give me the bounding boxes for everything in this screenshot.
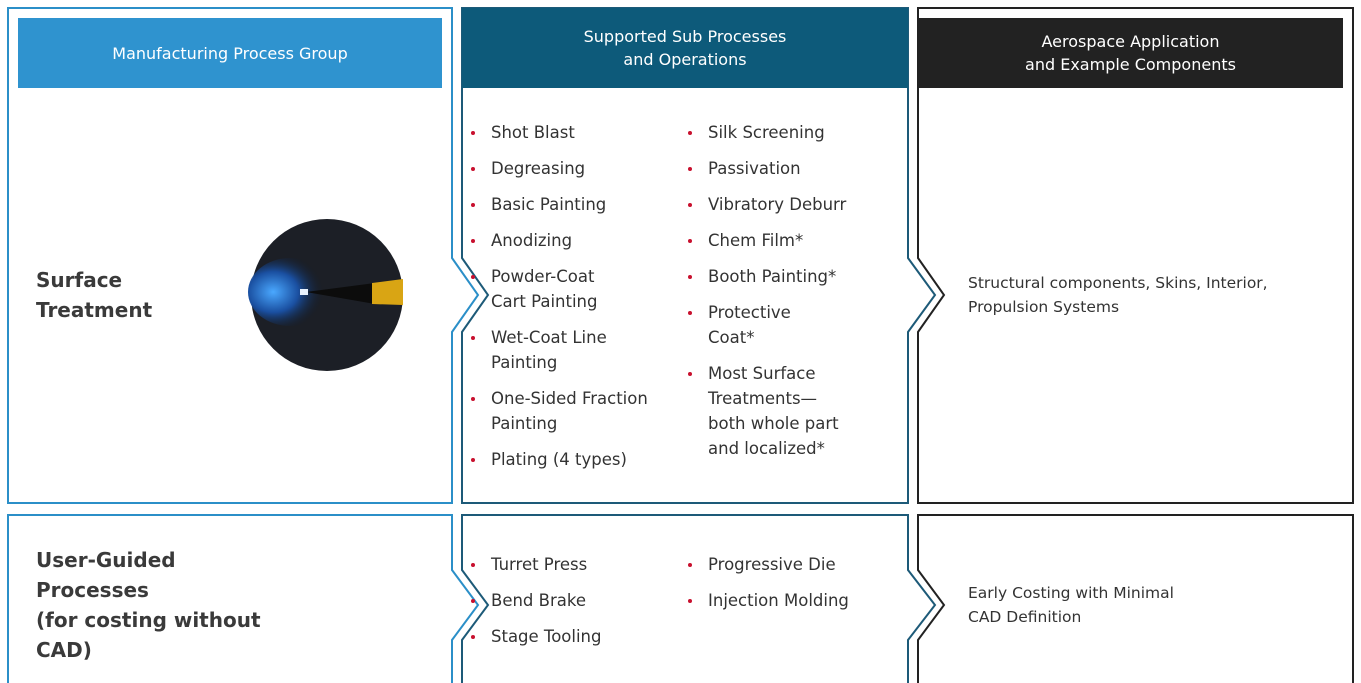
text-line: Anodizing (491, 231, 573, 250)
text-line: Painting (491, 353, 558, 372)
application: Structural components, Skins, Interior, P… (968, 235, 1338, 355)
sub-process-list: Progressive Die Injection Molding (686, 552, 886, 624)
column-border (917, 7, 1354, 504)
text-line: Treatment (36, 298, 153, 322)
text-line: Progressive Die (708, 555, 836, 574)
column-border (461, 7, 937, 504)
text-line: Booth Painting* (708, 267, 837, 286)
process-image (248, 219, 403, 371)
sub-process: Silk Screening (686, 120, 886, 145)
column-header: Manufacturing Process Group (18, 18, 442, 88)
text-line: Powder-Coat (491, 267, 595, 286)
column-header: Supported Sub Processes and Operations (462, 8, 908, 88)
sub-process: Chem Film* (686, 228, 886, 253)
process-group: User-Guided Processes (for costing withou… (36, 545, 266, 665)
sub-process: Vibratory Deburr (686, 192, 886, 217)
text-line: Supported Sub Processes (583, 27, 787, 46)
column-border (7, 514, 480, 683)
process-group: Surface Treatment (36, 235, 266, 355)
text-line: User-Guided Processes (36, 548, 176, 602)
application: Early Costing with Minimal CAD Definition (968, 545, 1338, 665)
text-line: Wet-Coat Line (491, 328, 607, 347)
text-line: Stage Tooling (491, 627, 602, 646)
text-line: Injection Molding (708, 591, 849, 610)
sub-process: One-Sided Fraction Painting (469, 386, 669, 436)
text-line: (for costing without CAD) (36, 608, 261, 662)
text-line: One-Sided Fraction (491, 389, 648, 408)
column-border (7, 7, 480, 504)
text-line: Bend Brake (491, 591, 586, 610)
sub-process: Passivation (686, 156, 886, 181)
text-line: Cart Painting (491, 292, 598, 311)
sub-process: Basic Painting (469, 192, 669, 217)
text-line: Chem Film* (708, 231, 804, 250)
text-line: Plating (4 types) (491, 450, 627, 469)
text-line: and localized* (708, 439, 825, 458)
sub-process: Powder-Coat Cart Painting (469, 264, 669, 314)
sub-process: Shot Blast (469, 120, 669, 145)
sub-process: Booth Painting* (686, 264, 886, 289)
text-line: Vibratory Deburr (708, 195, 847, 214)
sub-process: Injection Molding (686, 588, 886, 613)
column-border (461, 514, 937, 683)
text-line: Coat* (708, 328, 755, 347)
text-line: Protective (708, 303, 791, 322)
header-bg (18, 18, 442, 88)
text-line: Most Surface (708, 364, 816, 383)
text-line: Surface (36, 268, 123, 292)
text-line: Passivation (708, 159, 801, 178)
text-line: CAD Definition (968, 608, 1082, 626)
text-line: Structural components, Skins, Interior, (968, 274, 1268, 292)
column-border (917, 514, 1354, 683)
sub-process: Wet-Coat Line Painting (469, 325, 669, 375)
sub-process: Stage Tooling (469, 624, 669, 649)
text-line: Degreasing (491, 159, 586, 178)
sub-process-list: Shot Blast Degreasing Basic Painting Anodiz… (469, 120, 669, 483)
sub-process: Degreasing (469, 156, 669, 181)
sub-process: Protective Coat* (686, 300, 886, 350)
text-line: Aerospace Application (1041, 32, 1220, 51)
text-line: Treatments— (708, 389, 818, 408)
text-line: Early Costing with Minimal (968, 584, 1174, 602)
sub-process: Progressive Die (686, 552, 886, 577)
text-line: Propulsion Systems (968, 298, 1120, 316)
header-bg (918, 18, 1343, 88)
sub-process-list: Turret Press Bend Brake Stage Tooling (469, 552, 669, 660)
text-line: and Operations (623, 50, 747, 69)
sub-process: Most Surface Treatments— both whole part an… (686, 361, 886, 461)
sub-process-list: Silk Screening Passivation Vibratory Debur… (686, 120, 886, 472)
sub-process: Anodizing (469, 228, 669, 253)
column-header: Aerospace Application and Example Compone… (918, 18, 1343, 88)
text-line: Basic Painting (491, 195, 607, 214)
text-line: Silk Screening (708, 123, 825, 142)
text-line: Turret Press (491, 555, 588, 574)
sub-process: Plating (4 types) (469, 447, 669, 472)
text-line: Manufacturing Process Group (112, 43, 348, 63)
text-line: Shot Blast (491, 123, 575, 142)
header-bg (462, 8, 908, 88)
text-line: both whole part (708, 414, 839, 433)
text-line: Painting (491, 414, 558, 433)
sub-process: Bend Brake (469, 588, 669, 613)
sub-process: Turret Press (469, 552, 669, 577)
text-line: and Example Components (1025, 55, 1236, 74)
